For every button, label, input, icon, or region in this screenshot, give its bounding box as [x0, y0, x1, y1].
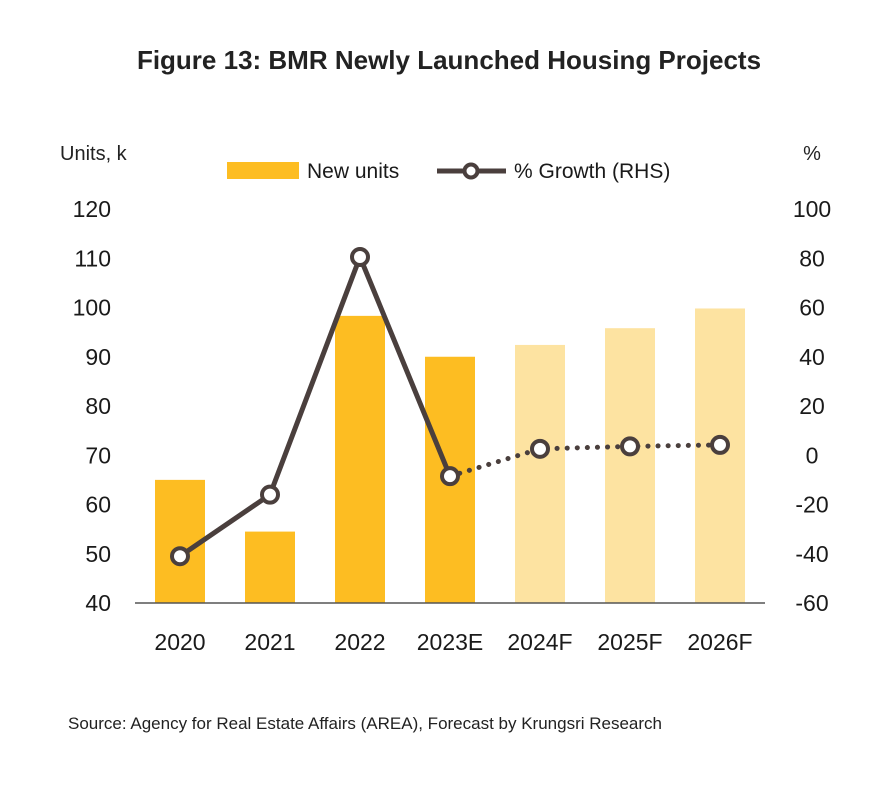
- growth-point-2025f: [620, 436, 640, 457]
- x-tick-label: 2026F: [687, 629, 752, 655]
- legend-label-growth: % Growth (RHS): [514, 160, 670, 183]
- right-tick-label: 100: [793, 196, 831, 222]
- bar-2025f: [605, 328, 655, 603]
- right-axis-unit-label: %: [803, 143, 821, 165]
- bar-2021: [245, 531, 295, 603]
- x-tick-label: 2022: [334, 629, 385, 655]
- legend-swatch-new-units: [227, 162, 299, 179]
- legend-label-new-units: New units: [307, 160, 399, 183]
- x-tick-label: 2023E: [417, 629, 484, 655]
- growth-point-2023e: [440, 466, 460, 487]
- growth-point-2020: [170, 546, 190, 567]
- right-axis-ticks: 100 80 60 40 20 0 -20 -40 -60: [793, 196, 831, 616]
- left-tick-label: 100: [73, 295, 111, 321]
- growth-line-forecast: [447, 442, 723, 479]
- legend: New units % Growth (RHS): [227, 160, 670, 183]
- right-tick-label: 80: [799, 245, 825, 271]
- source-note: Source: Agency for Real Estate Affairs (…: [68, 714, 662, 733]
- x-tick-label: 2021: [244, 629, 295, 655]
- growth-point-2024f: [530, 438, 550, 459]
- right-tick-label: -20: [795, 492, 828, 518]
- legend-marker-growth: [462, 162, 480, 180]
- left-tick-label: 60: [85, 492, 111, 518]
- bar-2026f: [695, 308, 745, 603]
- bar-2022: [335, 315, 385, 603]
- bars-new-units: [155, 308, 745, 603]
- growth-line-actual: [178, 254, 453, 559]
- left-tick-label: 70: [85, 442, 111, 468]
- right-tick-label: 0: [806, 442, 819, 468]
- left-tick-label: 90: [85, 344, 111, 370]
- growth-point-2021: [260, 484, 280, 505]
- right-tick-label: 20: [799, 393, 825, 419]
- right-tick-label: -60: [795, 590, 828, 616]
- left-axis-unit-label: Units, k: [60, 143, 128, 165]
- left-tick-label: 50: [85, 541, 111, 567]
- left-axis-ticks: 120 110 100 90 80 70 60 50 40: [73, 196, 111, 616]
- bar-2020: [155, 479, 205, 603]
- left-tick-label: 80: [85, 393, 111, 419]
- left-tick-label: 110: [74, 245, 111, 271]
- growth-line-series: [170, 247, 730, 567]
- bar-2024f: [515, 344, 565, 603]
- x-axis-ticks: 2020 2021 2022 2023E 2024F 2025F 2026F: [154, 629, 752, 655]
- right-tick-label: 60: [799, 295, 825, 321]
- growth-point-2026f: [710, 434, 730, 455]
- right-tick-label: -40: [795, 541, 828, 567]
- x-tick-label: 2024F: [507, 629, 572, 655]
- x-tick-label: 2020: [154, 629, 205, 655]
- left-tick-label: 40: [85, 590, 111, 616]
- chart-title: Figure 13: BMR Newly Launched Housing Pr…: [137, 45, 761, 75]
- left-tick-label: 120: [73, 196, 111, 222]
- x-tick-label: 2025F: [597, 629, 662, 655]
- right-tick-label: 40: [799, 344, 825, 370]
- growth-point-2022: [350, 247, 370, 268]
